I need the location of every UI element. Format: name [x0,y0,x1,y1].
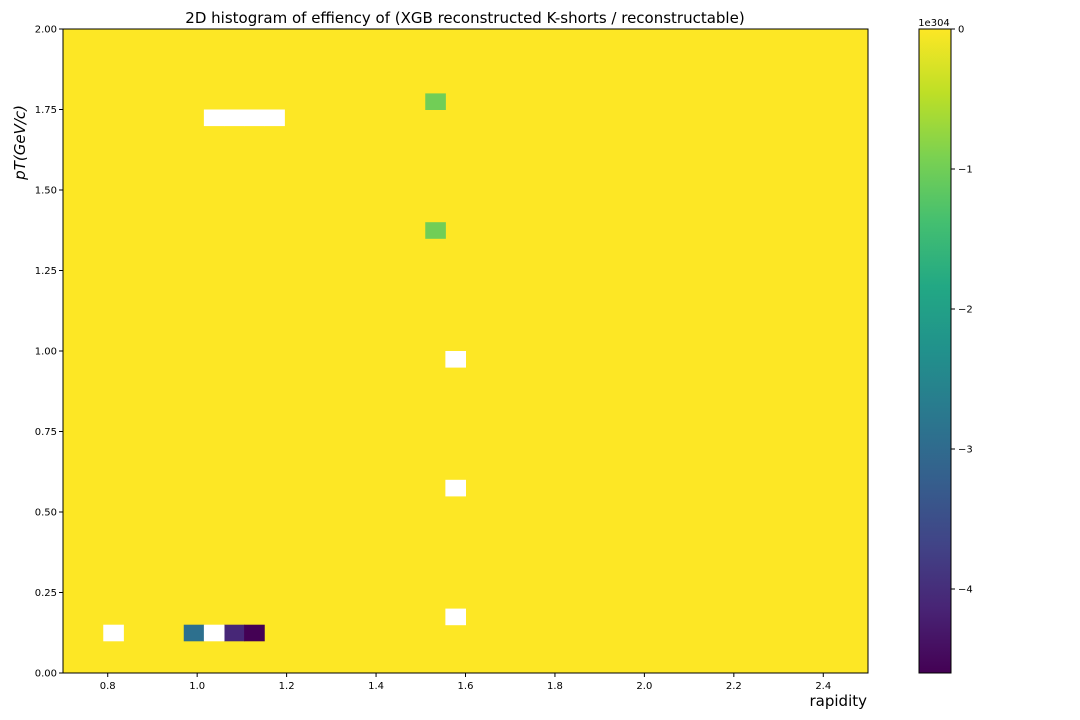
heatmap-empty-cell [264,109,285,127]
heatmap-empty-cell [203,109,225,127]
x-tick-label: 2.2 [726,681,742,692]
y-tick-label: 2.00 [35,25,57,36]
colorbar [918,28,952,674]
y-tick-label: 1.50 [35,186,57,197]
x-tick-label: 2.0 [636,681,652,692]
y-tick-label: 0.00 [35,669,57,680]
x-tick-label: 1.4 [368,681,384,692]
colorbar-tick-label: −4 [958,585,973,596]
y-tick-label: 0.75 [35,427,57,438]
y-axis-label: pT(GeV/c) [11,105,29,181]
heatmap-cell [183,624,205,642]
heatmap-empty-cell [224,109,245,127]
heatmap-empty-cell [445,479,466,497]
y-tick-label: 0.50 [35,508,57,519]
heatmap-cell [425,93,446,110]
heatmap-cell [224,624,245,642]
x-tick-label: 1.2 [279,681,295,692]
heatmap-empty-cell [445,351,466,368]
x-tick-label: 1.6 [458,681,474,692]
colorbar-tick-label: −2 [958,305,973,316]
colorbar-tick-label: −1 [958,165,973,176]
colorbar-tick-label: −3 [958,445,973,456]
x-axis: 0.8 1.0 1.2 1.4 1.6 1.8 2.0 2.2 2.4 [100,673,831,692]
x-tick-label: 1.0 [189,681,205,692]
colorbar-tick-label: 0 [958,25,964,36]
x-tick-label: 2.4 [815,681,831,692]
y-tick-label: 1.75 [35,105,57,116]
heatmap-cell [425,222,446,239]
colorbar-offset-label: 1e304 [918,18,950,29]
y-tick-label: 1.25 [35,266,57,277]
x-axis-label: rapidity [810,692,868,710]
heatmap-area [63,29,868,673]
x-tick-label: 1.8 [547,681,563,692]
y-axis: 0.00 0.25 0.50 0.75 1.00 1.25 1.50 1.75 2.00 [35,25,63,680]
heatmap-empty-cell [103,624,124,642]
x-tick-label: 0.8 [100,681,116,692]
y-tick-label: 0.25 [35,588,57,599]
heatmap-empty-cell [445,608,466,626]
heatmap-cell [244,624,265,642]
colorbar-ticks: 0 −1 −2 −3 −4 [951,25,973,596]
heatmap-empty-cell [244,109,265,127]
chart-title: 2D histogram of effiency of (XGB reconst… [185,9,744,27]
heatmap-empty-cell [203,624,225,642]
y-tick-label: 1.00 [35,347,57,358]
